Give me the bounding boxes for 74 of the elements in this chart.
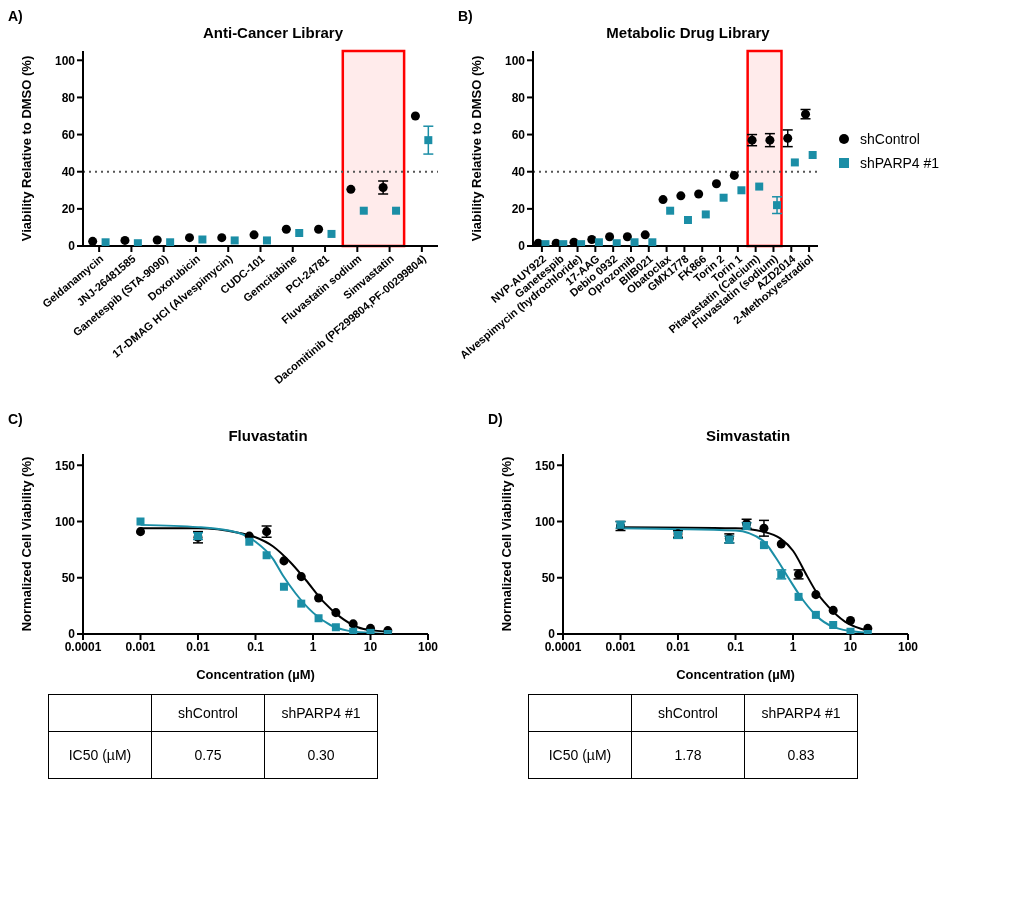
y-tick-label: 150	[534, 458, 556, 473]
text: C)	[8, 411, 23, 427]
x-tick-label: 100	[897, 639, 919, 654]
point	[794, 592, 803, 601]
x-tick-label: 1	[789, 639, 797, 654]
point	[314, 593, 324, 603]
text: B)	[458, 8, 473, 24]
point	[759, 541, 768, 550]
chart-title: Metabolic Drug Library	[605, 24, 771, 41]
x-tick-label: 0.01	[666, 639, 690, 654]
point	[828, 605, 838, 615]
y-tick-label: 60	[511, 127, 526, 142]
point	[811, 590, 821, 600]
point	[846, 627, 855, 634]
point	[297, 599, 306, 608]
point	[845, 615, 856, 626]
point	[811, 610, 820, 619]
table: shControl shPARP4 #1 IC50 (µM) 0.75 0.30	[48, 694, 378, 779]
y-tick-label: 0	[68, 627, 76, 642]
point	[314, 614, 323, 623]
chart-title: Simvastatin	[704, 427, 792, 444]
point	[348, 619, 358, 629]
chart-title: Fluvastatin	[227, 427, 309, 444]
point	[331, 608, 341, 618]
x-tick-label: 1	[309, 639, 317, 654]
y-tick-label: 100	[504, 53, 526, 68]
point	[829, 621, 838, 629]
point	[245, 537, 254, 546]
x-tick-label: 0.001	[605, 639, 636, 654]
y-tick-label: 100	[534, 514, 556, 529]
y-tick-label: 80	[511, 90, 526, 105]
point	[759, 523, 769, 533]
y-tick-label: 100	[54, 514, 76, 529]
y-tick-label: 0	[518, 239, 526, 254]
y-tick-label: 100	[54, 53, 76, 68]
x-tick-label: 100	[417, 639, 439, 654]
text: D)	[488, 411, 503, 427]
y-tick-label: 40	[511, 164, 526, 179]
y-tick-label: 50	[61, 571, 76, 586]
point	[279, 582, 288, 591]
point	[349, 627, 358, 634]
point	[296, 572, 306, 582]
y-tick-label: 20	[61, 202, 76, 217]
chart-title: Anti-Cancer Library	[201, 24, 344, 41]
y-tick-label: 80	[61, 90, 76, 105]
y-tick-label: 40	[61, 164, 76, 179]
y-tick-label: 0	[548, 627, 556, 642]
y-axis-title: Viability Relative to DMSO (%)	[468, 55, 484, 242]
point	[331, 623, 340, 632]
x-tick-label: 0.1	[247, 639, 265, 654]
y-tick-label: 0	[68, 239, 76, 254]
x-tick-label: 10	[363, 639, 378, 654]
point	[262, 551, 271, 560]
point	[776, 539, 786, 549]
y-tick-label: 60	[61, 127, 76, 142]
y-tick-label: 150	[54, 458, 76, 473]
text: A)	[8, 8, 23, 24]
legend-label: shControl	[860, 131, 920, 147]
y-axis-title: Normalized Cell Viability (%)	[18, 456, 34, 632]
x-tick-label: 0.1	[727, 639, 745, 654]
y-tick-label: 50	[541, 571, 556, 586]
y-tick-label: 20	[511, 202, 526, 217]
x-tick-label: 0.0001	[544, 639, 582, 654]
x-tick-label: 10	[843, 639, 858, 654]
x-tick-label: 0.001	[125, 639, 156, 654]
x-tick-label: 0.0001	[64, 639, 102, 654]
x-axis-title: Concentration (µM)	[676, 667, 795, 682]
y-axis-title: Viability Relative to DMSO (%)	[18, 55, 34, 242]
point	[279, 556, 289, 566]
x-tick-label: 0.01	[186, 639, 210, 654]
table: shControl shPARP4 #1 IC50 (µM) 1.78 0.83	[528, 694, 858, 779]
x-axis-title: Concentration (µM)	[196, 667, 315, 682]
legend-label: shPARP4 #1	[860, 155, 940, 171]
y-axis-title: Normalized Cell Viability (%)	[498, 456, 514, 632]
